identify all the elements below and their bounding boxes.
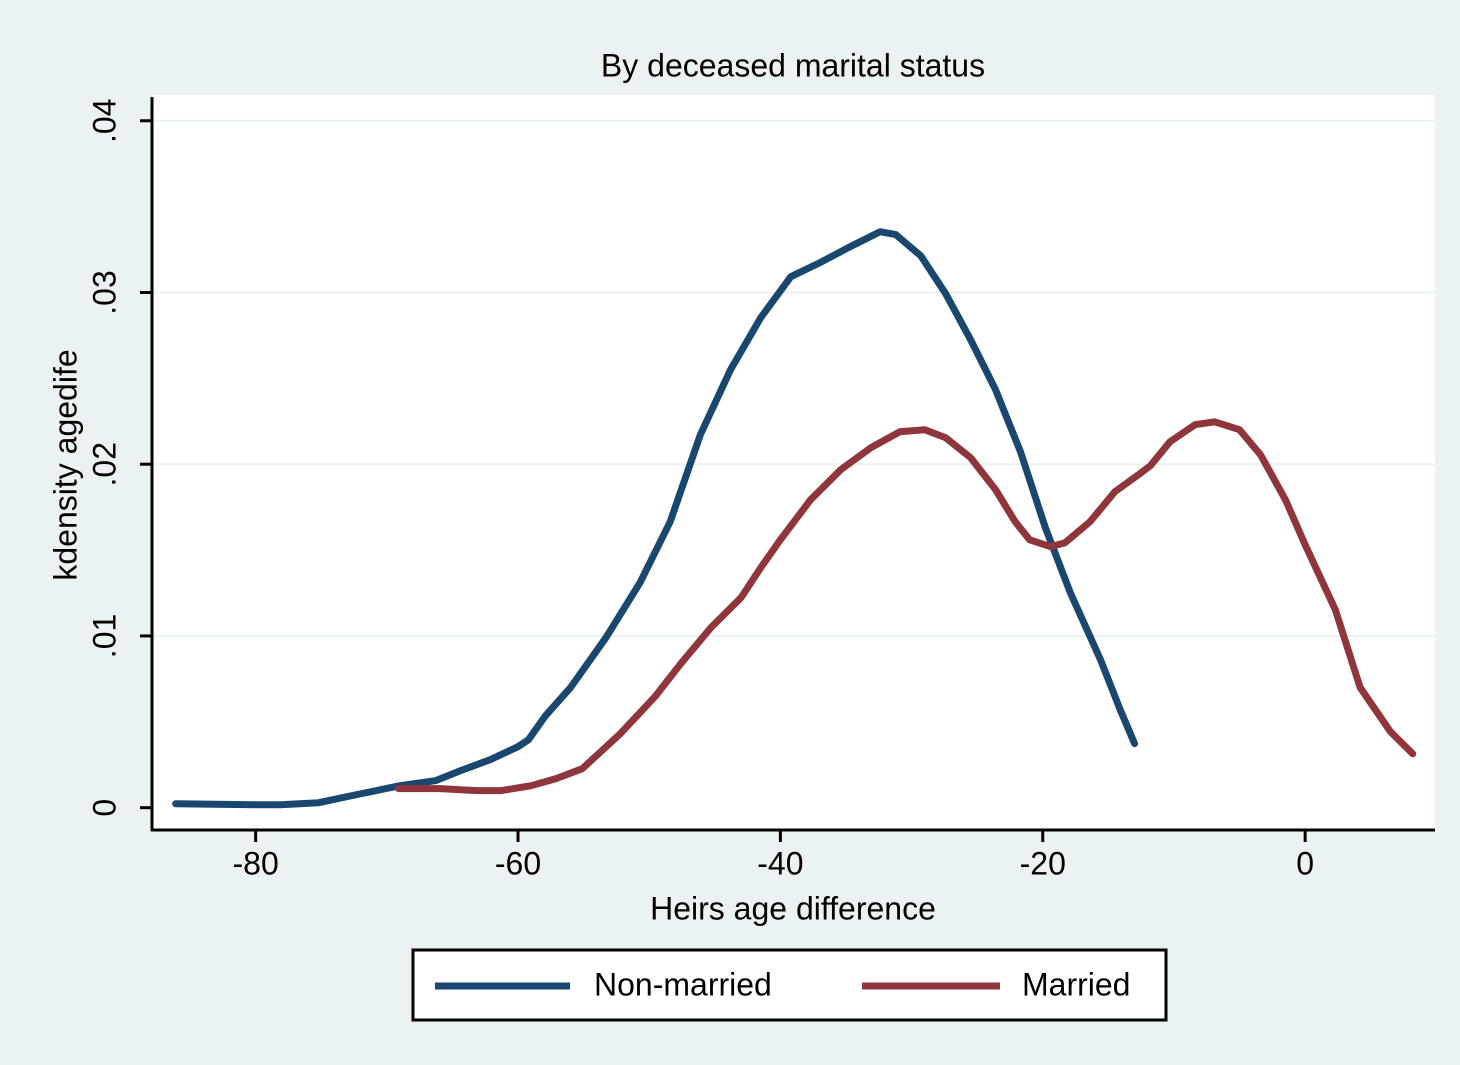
y-tick-label: 0: [86, 799, 122, 817]
x-axis-title: Heirs age difference: [650, 890, 936, 926]
y-tick-label: .04: [86, 99, 122, 143]
series-line: [172, 228, 1139, 809]
y-tick-label: .03: [86, 270, 122, 314]
x-tick-label: -80: [233, 845, 279, 881]
plot-area: [152, 95, 1435, 830]
x-tick-label: -20: [1020, 845, 1066, 881]
grid: [152, 119, 1435, 637]
y-tick-label: .02: [86, 442, 122, 486]
lines: [172, 228, 1417, 809]
legend-label: Married: [1022, 966, 1130, 1002]
x-tick-label: 0: [1296, 845, 1314, 881]
legend-label: Non-married: [594, 966, 772, 1002]
y-tick-label: .01: [86, 614, 122, 658]
series-line: [395, 418, 1417, 795]
x-tick-label: -40: [757, 845, 803, 881]
x-tick-label: -60: [495, 845, 541, 881]
chart-title: By deceased marital status: [601, 47, 985, 83]
y-axis-title: kdensity agedife: [47, 349, 83, 580]
